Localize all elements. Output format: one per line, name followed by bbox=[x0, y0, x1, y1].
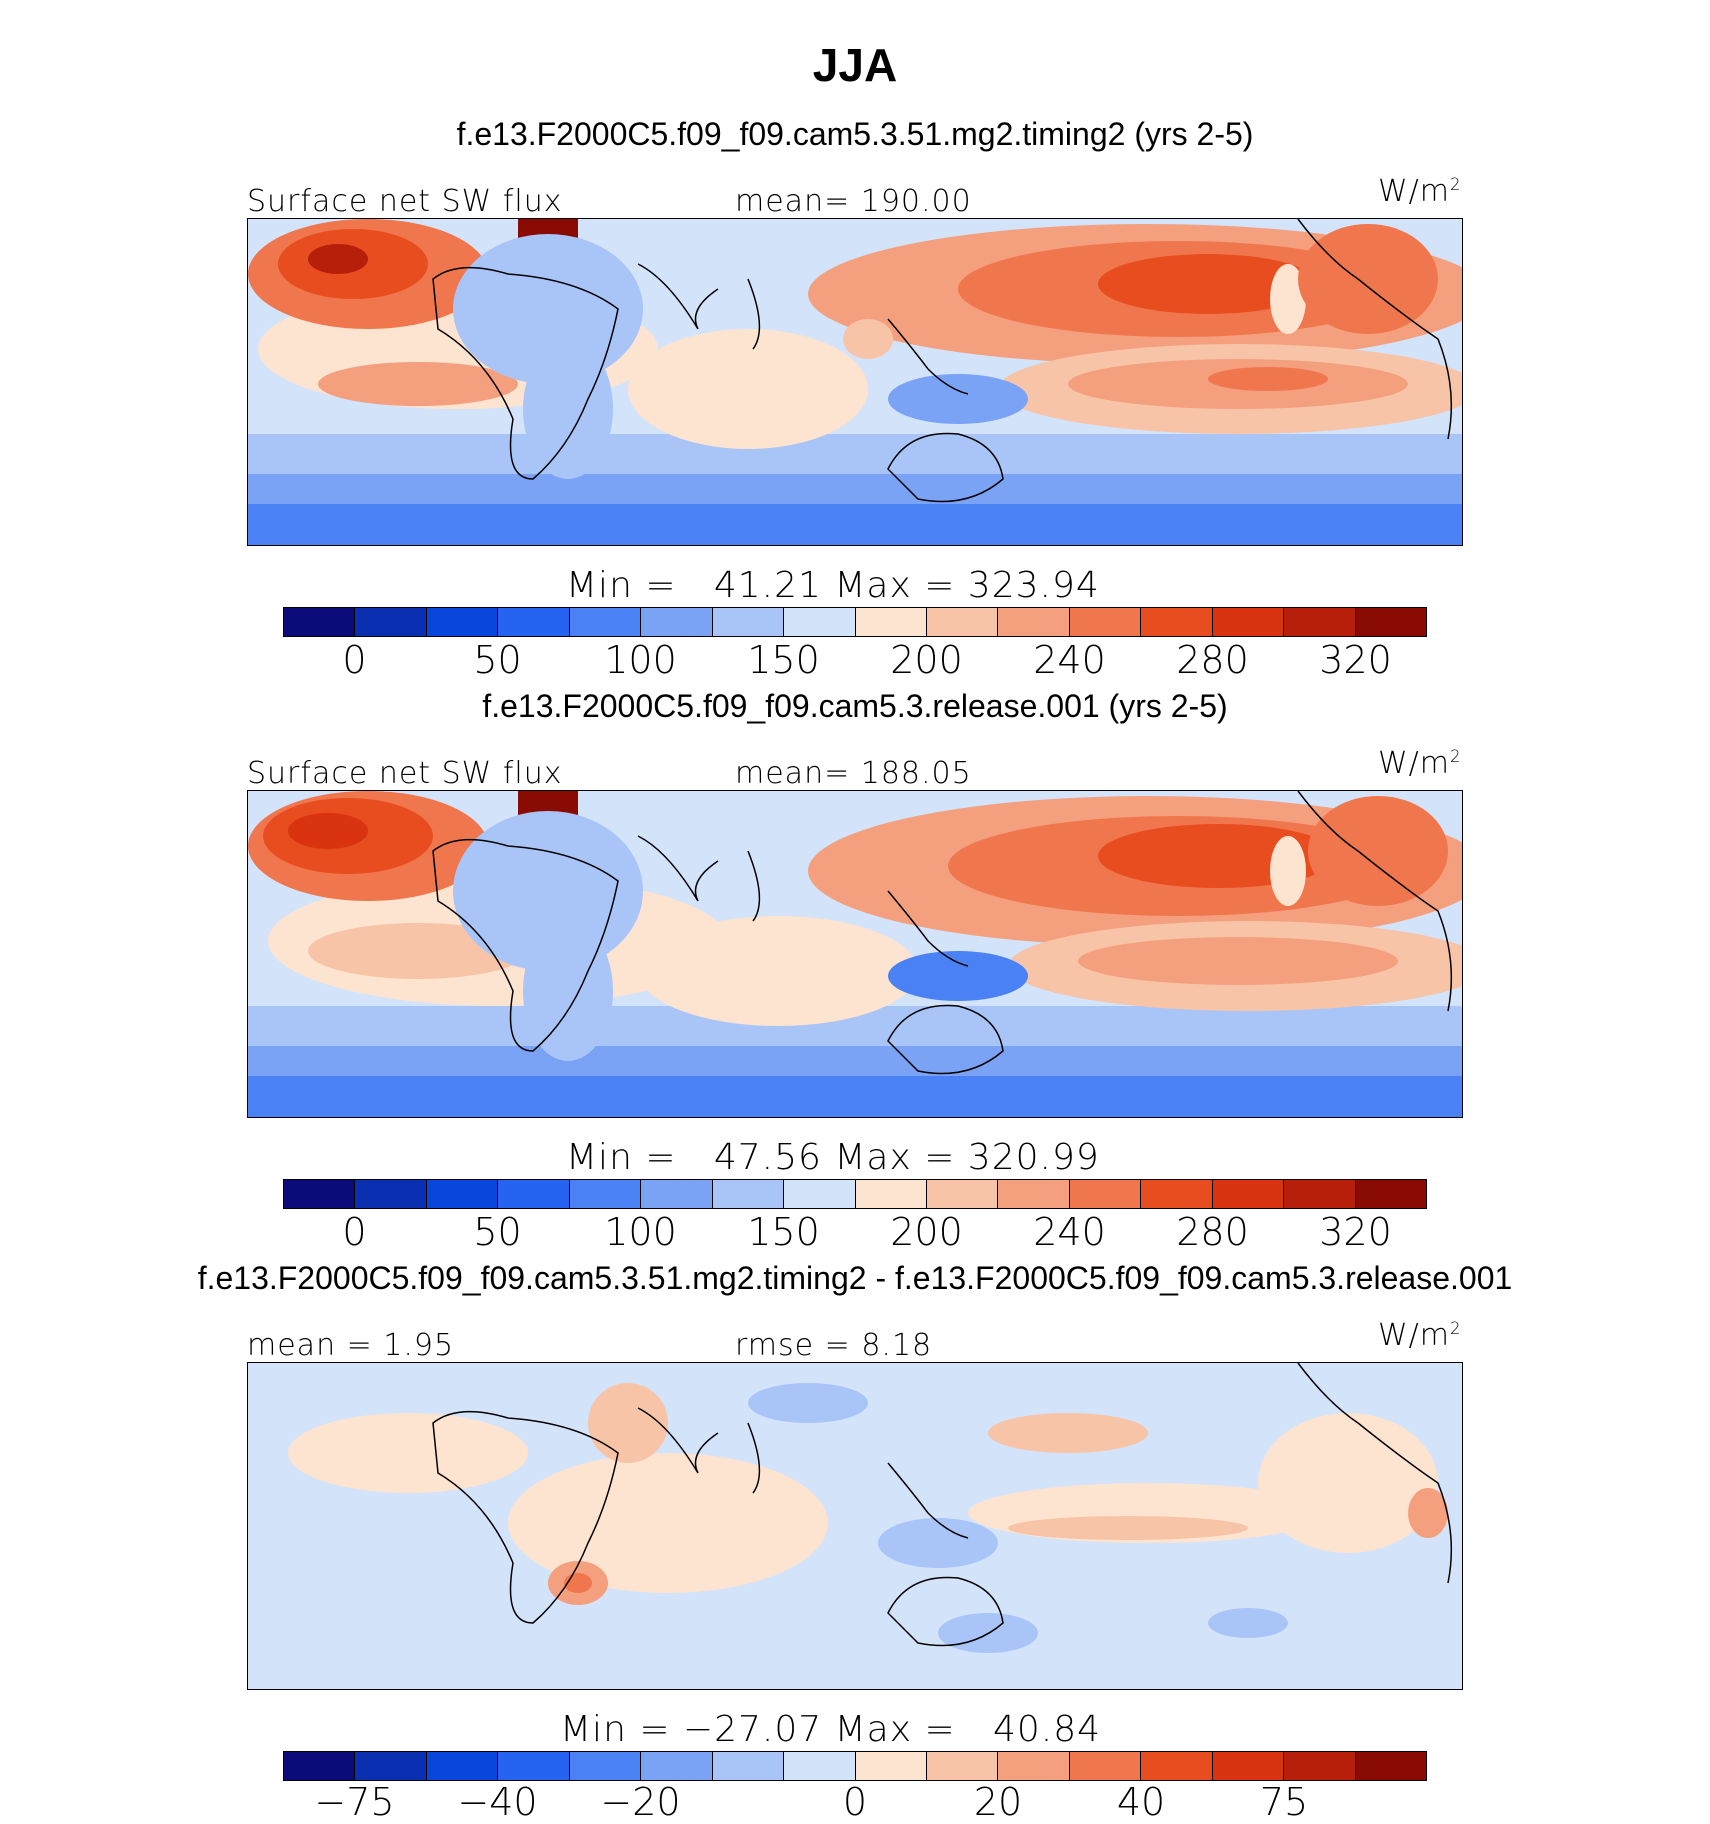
colorbar-swatch bbox=[641, 608, 713, 636]
colorbar-tick-label: −75 bbox=[314, 1780, 395, 1824]
panel-1-title: f.e13.F2000C5.f09_f09.cam5.3.51.mg2.timi… bbox=[456, 116, 1254, 152]
colorbar-swatch bbox=[1284, 1180, 1356, 1208]
colorbar-swatch bbox=[1355, 608, 1426, 636]
colorbar-swatch bbox=[998, 1752, 1070, 1780]
colorbar-swatch bbox=[1141, 1180, 1213, 1208]
colorbar-swatch bbox=[498, 608, 570, 636]
colorbar-swatch bbox=[355, 1752, 427, 1780]
colorbar-swatch bbox=[1141, 608, 1213, 636]
colorbar-swatch bbox=[784, 608, 856, 636]
colorbar-swatch bbox=[569, 608, 642, 636]
panel-1-units: W/m2 bbox=[1378, 174, 1462, 209]
colorbar-swatch bbox=[855, 608, 927, 636]
colorbar-swatch bbox=[355, 1180, 427, 1208]
colorbar-swatch bbox=[498, 1752, 570, 1780]
colorbar-swatch bbox=[926, 608, 999, 636]
panel-1-min-max: Min = 41.21 Max = 323.94 bbox=[566, 565, 1100, 606]
colorbar-tick-label: 100 bbox=[604, 1210, 677, 1254]
colorbar-swatch bbox=[1355, 1180, 1426, 1208]
panel-1-colorbar-ticks: 0 50 100 150 200 240 280 320 bbox=[0, 638, 1710, 684]
colorbar-swatch bbox=[1212, 1180, 1285, 1208]
colorbar-swatch bbox=[1069, 608, 1142, 636]
colorbar-swatch bbox=[1212, 608, 1285, 636]
colorbar-tick-label: 280 bbox=[1176, 1210, 1249, 1254]
colorbar-tick-label: 0 bbox=[842, 1780, 868, 1824]
panel-3-colorbar bbox=[283, 1751, 1427, 1781]
panel-1-mean-label: mean= 190.00 bbox=[735, 184, 972, 219]
colorbar-swatch bbox=[998, 1180, 1070, 1208]
colorbar-swatch bbox=[569, 1180, 642, 1208]
colorbar-tick-label: 240 bbox=[1033, 1210, 1106, 1254]
panel-2-min-max: Min = 47.56 Max = 320.99 bbox=[566, 1137, 1100, 1178]
colorbar-swatch bbox=[855, 1180, 927, 1208]
colorbar-swatch bbox=[855, 1752, 927, 1780]
colorbar-swatch bbox=[284, 608, 356, 636]
colorbar-tick-label: 0 bbox=[342, 1210, 367, 1254]
colorbar-tick-label: 150 bbox=[747, 1210, 820, 1254]
panel-3-rmse-label: rmse = 8.18 bbox=[735, 1328, 933, 1363]
colorbar-swatch bbox=[284, 1752, 356, 1780]
panel-3-contour-field bbox=[248, 1363, 1462, 1689]
colorbar-swatch bbox=[1069, 1752, 1142, 1780]
colorbar-swatch bbox=[784, 1752, 856, 1780]
colorbar-swatch bbox=[641, 1752, 713, 1780]
colorbar-tick-label: 50 bbox=[473, 638, 522, 682]
colorbar-swatch bbox=[426, 608, 499, 636]
panel-3-units: W/m2 bbox=[1378, 1318, 1462, 1353]
panel-1-map bbox=[247, 218, 1463, 546]
panel-2-map bbox=[247, 790, 1463, 1118]
colorbar-swatch bbox=[926, 1180, 999, 1208]
colorbar-swatch bbox=[1212, 1752, 1285, 1780]
colorbar-tick-label: 280 bbox=[1176, 638, 1249, 682]
colorbar-tick-label: −40 bbox=[457, 1780, 538, 1824]
colorbar-tick-label: 240 bbox=[1033, 638, 1106, 682]
panel-3-colorbar-ticks: −75 −40 −20 0 20 40 75 bbox=[0, 1780, 1710, 1824]
colorbar-swatch bbox=[1284, 1752, 1356, 1780]
colorbar-swatch bbox=[784, 1180, 856, 1208]
colorbar-swatch bbox=[1069, 1180, 1142, 1208]
panel-2-colorbar-ticks: 0 50 100 150 200 240 280 320 bbox=[0, 1210, 1710, 1256]
colorbar-tick-label: 75 bbox=[1259, 1780, 1309, 1824]
colorbar-tick-label: 50 bbox=[473, 1210, 522, 1254]
colorbar-swatch bbox=[1355, 1752, 1426, 1780]
panel-3-mean-label: mean = 1.95 bbox=[247, 1328, 455, 1363]
panel-2-units: W/m2 bbox=[1378, 746, 1462, 781]
colorbar-tick-label: 40 bbox=[1116, 1780, 1166, 1824]
colorbar-swatch bbox=[426, 1180, 499, 1208]
colorbar-tick-label: 150 bbox=[747, 638, 820, 682]
panel-1-variable-label: Surface net SW flux bbox=[247, 184, 563, 219]
colorbar-swatch bbox=[1141, 1752, 1213, 1780]
colorbar-tick-label: 320 bbox=[1319, 1210, 1392, 1254]
colorbar-swatch bbox=[569, 1752, 642, 1780]
colorbar-swatch bbox=[426, 1752, 499, 1780]
panel-2-mean-label: mean= 188.05 bbox=[735, 756, 972, 791]
colorbar-tick-label: −20 bbox=[600, 1780, 681, 1824]
panel-3-title: f.e13.F2000C5.f09_f09.cam5.3.51.mg2.timi… bbox=[197, 1260, 1513, 1296]
panel-2-variable-label: Surface net SW flux bbox=[247, 756, 563, 791]
colorbar-tick-label: 20 bbox=[973, 1780, 1023, 1824]
panel-1-colorbar bbox=[283, 607, 1427, 637]
season-title: JJA bbox=[812, 39, 898, 91]
colorbar-swatch bbox=[712, 1180, 785, 1208]
panel-3-map bbox=[247, 1362, 1463, 1690]
colorbar-tick-label: 200 bbox=[890, 638, 963, 682]
colorbar-swatch bbox=[355, 608, 427, 636]
panel-2-contour-field bbox=[248, 791, 1462, 1117]
panel-1-contour-field bbox=[248, 219, 1462, 545]
panel-2-title: f.e13.F2000C5.f09_f09.cam5.3.release.001… bbox=[482, 688, 1228, 724]
colorbar-swatch bbox=[926, 1752, 999, 1780]
colorbar-tick-label: 0 bbox=[342, 638, 367, 682]
colorbar-tick-label: 320 bbox=[1319, 638, 1392, 682]
colorbar-swatch bbox=[641, 1180, 713, 1208]
colorbar-tick-label: 200 bbox=[890, 1210, 963, 1254]
colorbar-swatch bbox=[1284, 608, 1356, 636]
colorbar-swatch bbox=[284, 1180, 356, 1208]
colorbar-swatch bbox=[712, 1752, 785, 1780]
colorbar-swatch bbox=[712, 608, 785, 636]
panel-3-min-max: Min = −27.07 Max = 40.84 bbox=[560, 1709, 1102, 1750]
colorbar-tick-label: 100 bbox=[604, 638, 677, 682]
colorbar-swatch bbox=[498, 1180, 570, 1208]
colorbar-swatch bbox=[998, 608, 1070, 636]
panel-2-colorbar bbox=[283, 1179, 1427, 1209]
